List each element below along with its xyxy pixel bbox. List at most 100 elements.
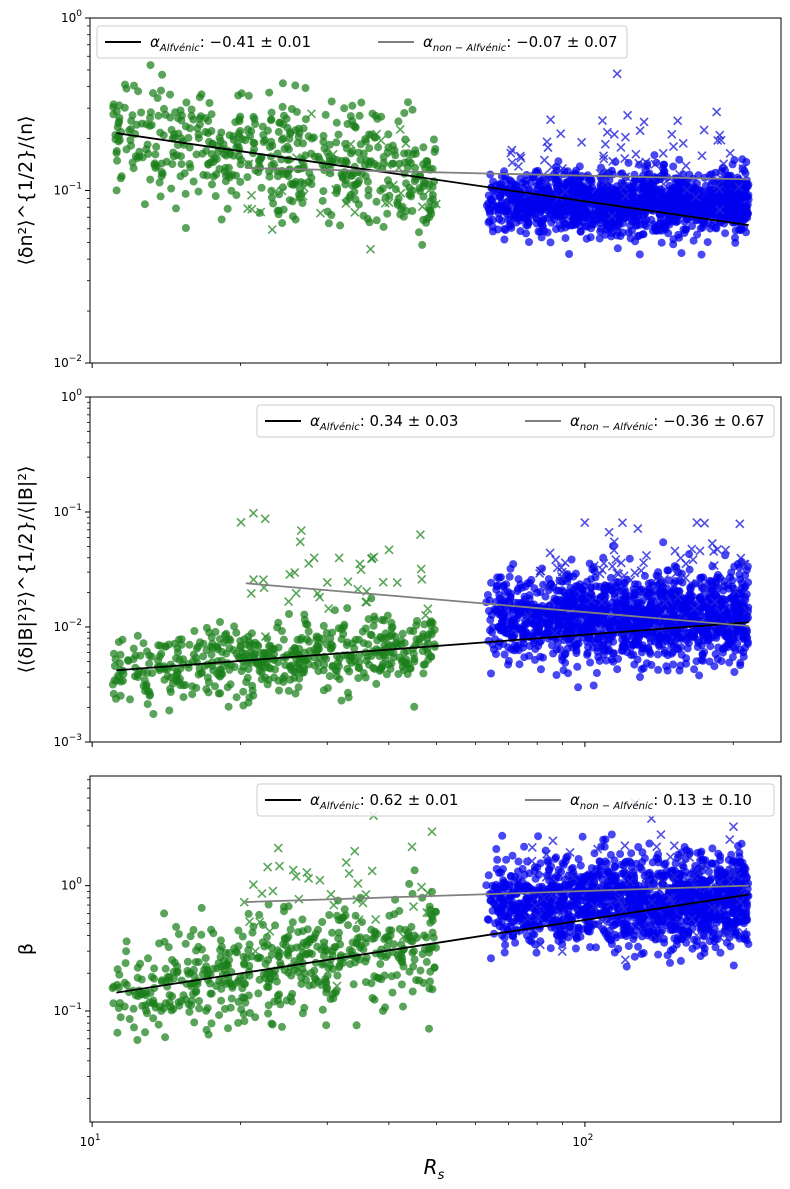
data-point [192, 150, 201, 159]
data-point-x [376, 135, 386, 146]
data-point-x [523, 611, 534, 621]
data-point-x [387, 148, 397, 158]
data-point [246, 1009, 254, 1017]
data-point [497, 201, 506, 210]
data-point [357, 169, 366, 178]
data-point [315, 155, 324, 164]
data-point [255, 910, 264, 919]
data-point [357, 98, 366, 107]
data-point-x [725, 148, 735, 158]
data-point [265, 88, 274, 97]
data-point [235, 117, 244, 126]
data-point [230, 622, 239, 631]
data-point [201, 114, 210, 123]
data-point [318, 918, 327, 926]
data-point [624, 592, 633, 601]
data-point [240, 1017, 249, 1026]
data-point [343, 120, 352, 128]
data-point [374, 143, 383, 152]
data-point-x [416, 564, 426, 574]
data-point [323, 684, 332, 692]
data-point [272, 977, 281, 986]
data-point-x [324, 603, 334, 614]
data-point-x [555, 576, 565, 586]
data-point [419, 215, 428, 224]
legend-label: αAlfvénic: 0.34 ± 0.03 [310, 412, 458, 433]
data-point [675, 155, 684, 164]
data-point [552, 175, 561, 184]
data-point [397, 640, 405, 649]
data-point [489, 177, 498, 186]
legend-label: αnon − Alfvénic: −0.36 ± 0.67 [570, 412, 765, 433]
data-point [665, 606, 674, 615]
data-point [529, 638, 538, 647]
data-point [238, 932, 247, 941]
data-point [138, 153, 147, 162]
legend-label: αAlfvénic: −0.41 ± 0.01 [150, 33, 311, 54]
data-point [339, 958, 347, 967]
data-point [188, 690, 197, 699]
data-point [742, 208, 751, 217]
data-point [322, 984, 331, 993]
data-point [402, 179, 410, 188]
data-point [227, 186, 236, 195]
data-point-x [328, 149, 338, 159]
data-point [354, 674, 363, 683]
data-point [744, 195, 753, 204]
data-point [379, 158, 388, 167]
data-point [368, 109, 377, 118]
data-point [501, 226, 510, 234]
data-point [505, 572, 514, 581]
data-point-x [407, 842, 417, 852]
data-point [361, 673, 370, 682]
data-point [284, 902, 293, 911]
data-point-x [244, 917, 255, 927]
data-point-x [641, 157, 651, 167]
data-point [425, 984, 434, 993]
data-point [125, 1015, 134, 1023]
data-point [192, 683, 201, 692]
data-point-x [295, 537, 305, 547]
data-point [160, 104, 168, 113]
data-point-x [609, 545, 619, 555]
data-point [432, 943, 440, 952]
data-point-x [320, 157, 331, 167]
data-point-x [739, 559, 749, 569]
data-point [337, 696, 346, 705]
data-point [677, 643, 685, 652]
data-point-x [265, 926, 275, 936]
data-point-x [687, 544, 697, 554]
series-o-33 [482, 830, 753, 971]
data-point [565, 212, 574, 221]
data-point [346, 112, 355, 121]
data-point [596, 608, 605, 617]
data-point [566, 639, 574, 647]
data-point-x [378, 577, 388, 587]
data-point [430, 625, 439, 634]
data-point-x [248, 508, 259, 518]
data-point-x [536, 566, 546, 576]
data-point [500, 235, 509, 244]
data-point [629, 650, 638, 659]
data-point [736, 593, 745, 601]
data-point-x [697, 151, 707, 161]
data-point [298, 668, 307, 677]
data-point [137, 108, 146, 117]
data-point [215, 977, 224, 986]
data-point [298, 964, 307, 973]
data-point-x [734, 182, 744, 192]
data-point [284, 686, 293, 695]
data-point-x [545, 548, 555, 558]
data-point [235, 132, 244, 141]
data-point [325, 672, 334, 681]
data-point-x [417, 574, 427, 584]
data-point [224, 1024, 232, 1033]
data-point [215, 133, 224, 142]
data-point-x [556, 129, 566, 139]
data-point-x [695, 546, 705, 556]
data-point [653, 609, 662, 618]
data-point [381, 953, 390, 961]
fit-line-non-alfvenic [245, 582, 749, 627]
data-point-x [547, 162, 557, 172]
data-point [527, 575, 536, 584]
